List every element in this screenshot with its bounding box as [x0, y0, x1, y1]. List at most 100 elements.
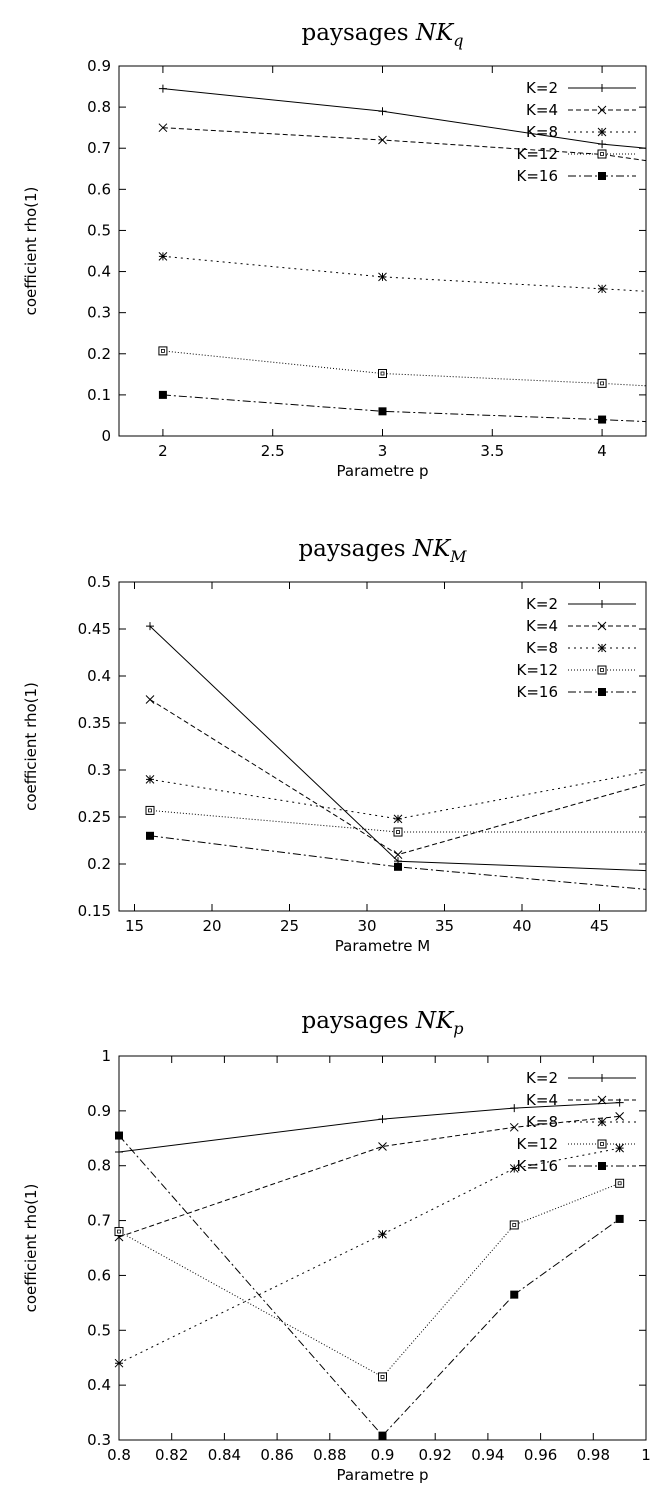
data-point [615, 1214, 624, 1223]
data-point [145, 805, 155, 815]
series-K=4 [158, 123, 646, 162]
data-point [378, 1142, 387, 1151]
y-tick-label: 0 [101, 427, 111, 445]
legend-label: K=16 [517, 1157, 559, 1175]
legend-marker [598, 172, 606, 180]
data-point [378, 1115, 387, 1124]
x-tick-label: 3 [378, 442, 388, 460]
y-tick-label: 0.6 [87, 1266, 111, 1284]
chart-title: paysages NKM [298, 536, 467, 566]
legend-marker [597, 643, 607, 653]
x-tick-label: 25 [280, 917, 299, 935]
legend-marker [597, 149, 607, 159]
legend-label: K=12 [517, 1135, 559, 1153]
data-point [597, 378, 607, 388]
x-tick-label: 0.88 [313, 1446, 346, 1464]
y-tick-label: 0.8 [87, 1157, 111, 1175]
x-tick-label: 30 [357, 917, 376, 935]
legend-marker [597, 1139, 607, 1149]
data-point [158, 84, 167, 93]
series-K=2 [158, 84, 646, 149]
y-tick-label: 0.3 [87, 304, 111, 322]
data-point [145, 775, 155, 784]
legend-marker [598, 688, 606, 696]
y-tick-label: 1 [101, 1047, 111, 1065]
data-point [146, 622, 154, 631]
legend-label: K=8 [526, 639, 558, 657]
data-point [114, 1227, 124, 1237]
chart-title: paysages NKp [302, 1008, 464, 1038]
legend-marker [597, 665, 607, 675]
series-line [119, 1115, 620, 1238]
series-K=16 [158, 390, 646, 424]
y-tick-label: 0.5 [87, 573, 111, 591]
legend-marker [598, 1162, 606, 1170]
y-axis-label: coefficient rho(1) [22, 187, 40, 316]
legend: K=2 K=4 K=8 K=12 K=16 [517, 595, 636, 701]
data-point [510, 1104, 519, 1113]
x-tick-label: 3.5 [480, 442, 504, 460]
chart-panel-3: paysages NKp 0.8 0.82 0.84 0.86 0.88 0.9 0.92 0.… [22, 1008, 651, 1484]
y-tick-label: 0.4 [87, 263, 111, 281]
data-point [378, 369, 387, 379]
data-point [598, 140, 607, 149]
data-point [378, 407, 387, 416]
data-point [378, 272, 387, 282]
x-tick-label: 0.92 [418, 1446, 451, 1464]
x-tick-label: 0.82 [155, 1446, 188, 1464]
series-K=16 [115, 1131, 624, 1440]
y-tick-label: 0.7 [87, 139, 111, 157]
x-tick-label: 0.96 [524, 1446, 557, 1464]
y-tick-label: 0.25 [78, 808, 111, 826]
x-tick-label: 45 [590, 917, 609, 935]
data-point [158, 123, 168, 133]
x-tick-label: 20 [202, 917, 221, 935]
y-tick-label: 0.3 [87, 1431, 111, 1449]
y-axis-label: coefficient rho(1) [22, 1184, 40, 1313]
series-line [162, 350, 646, 387]
data-point [378, 1372, 387, 1382]
data-point [393, 850, 403, 859]
plot-frame [118, 65, 647, 437]
series-line [119, 1147, 620, 1364]
x-tick-label: 0.94 [471, 1446, 504, 1464]
data-point [394, 862, 402, 871]
series-K=12 [114, 1178, 625, 1382]
legend-marker [597, 105, 607, 115]
x-tick-label: 0.86 [260, 1446, 293, 1464]
y-tick-label: 0.35 [78, 714, 111, 732]
legend-marker [597, 127, 607, 137]
data-point [597, 284, 607, 294]
series-K=16 [146, 831, 646, 890]
x-tick-label: 1 [641, 1446, 651, 1464]
series-line [119, 1102, 620, 1153]
y-tick-label: 0.6 [87, 180, 111, 198]
x-tick-label: 40 [512, 917, 531, 935]
x-axis-label: Parametre M [335, 937, 430, 955]
series-line [162, 394, 646, 423]
data-point [378, 107, 387, 116]
y-axis-label: coefficient rho(1) [22, 682, 40, 811]
legend-marker [597, 1117, 607, 1127]
data-point [509, 1164, 519, 1173]
chart-panel-1: paysages NKq 2 2.5 3 3.5 4 0 0.1 0.2 0.3 0.4 0.5 0.6… [22, 20, 647, 480]
x-tick-label: 15 [125, 917, 144, 935]
series-K=12 [145, 805, 646, 837]
legend-label: K=12 [517, 145, 559, 163]
y-tick-label: 0.9 [87, 1102, 111, 1120]
y-tick-label: 0.9 [87, 57, 111, 75]
series-K=8 [114, 1143, 625, 1368]
data-point [393, 814, 403, 824]
y-tick-label: 0.3 [87, 761, 111, 779]
x-tick-label: 35 [435, 917, 454, 935]
data-point [615, 1178, 625, 1188]
x-tick-label: 0.9 [371, 1446, 395, 1464]
y-tick-label: 0.2 [87, 345, 111, 363]
data-point [114, 1358, 124, 1368]
data-point [115, 1148, 123, 1156]
series-line [149, 771, 646, 820]
legend: K=2 K=4 K=8 K=12 K=16 [517, 79, 636, 185]
data-point [509, 1220, 519, 1230]
legend-label: K=2 [526, 79, 558, 97]
